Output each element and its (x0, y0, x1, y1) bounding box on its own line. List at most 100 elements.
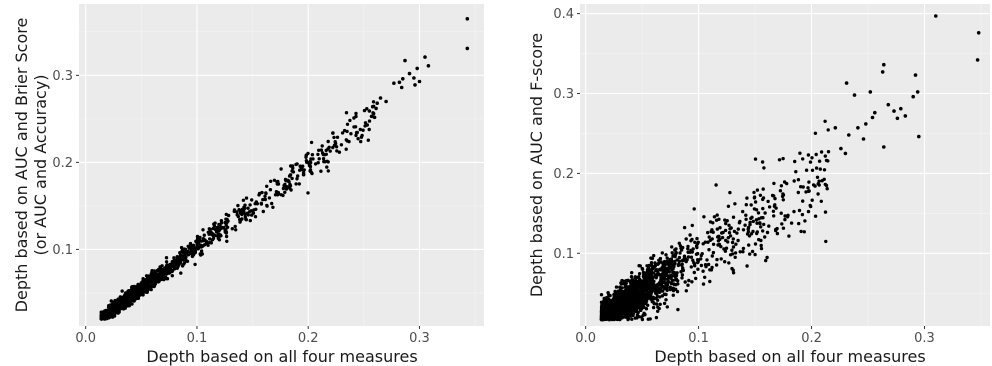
scatter-point (326, 169, 330, 173)
scatter-point (647, 263, 651, 268)
scatter-point (164, 256, 169, 260)
scatter-point (676, 307, 680, 312)
scatter-point (624, 302, 628, 306)
scatter-point (649, 272, 653, 276)
scatter-point (708, 238, 713, 242)
scatter-point (736, 227, 740, 231)
scatter-point (207, 227, 211, 231)
scatter-point (670, 251, 674, 255)
scatter-point (263, 197, 267, 202)
scatter-point (814, 166, 819, 170)
scatter-point (253, 215, 258, 219)
scatter-point (780, 222, 784, 226)
scatter-point (680, 276, 684, 280)
scatter-point (610, 315, 614, 319)
scatter-point (265, 203, 269, 208)
scatter-point (868, 90, 873, 94)
scatter-point (392, 81, 396, 85)
scatter-point (723, 218, 727, 222)
scatter-point (692, 262, 697, 266)
scatter-point (751, 229, 755, 234)
scatter-point (369, 114, 374, 119)
scatter-point (651, 282, 655, 286)
scatter-point (759, 243, 763, 248)
scatter-point (833, 126, 838, 130)
scatter-point (915, 90, 920, 94)
scatter-point (374, 106, 378, 111)
scatter-point (669, 276, 673, 280)
scatter-point (658, 302, 662, 306)
scatter-point (181, 258, 186, 262)
scatter-point (616, 302, 620, 306)
scatter-point (652, 253, 656, 258)
scatter-point (653, 264, 657, 268)
scatter-point (272, 178, 277, 182)
scatter-point (196, 236, 200, 240)
scatter-point (618, 288, 622, 292)
scatter-point (619, 300, 624, 304)
scatter-point (290, 176, 294, 181)
scatter-point (125, 296, 129, 300)
scatter-point (723, 260, 727, 264)
scatter-point (654, 268, 658, 273)
scatter-point (727, 231, 732, 235)
scatter-point (149, 285, 153, 289)
scatter-point (671, 293, 675, 297)
scatter-point (659, 278, 663, 282)
scatter-point (173, 267, 177, 271)
scatter-point (772, 181, 776, 186)
scatter-point (711, 242, 716, 246)
scatter-point (759, 225, 763, 229)
scatter-point (365, 107, 369, 111)
scatter-point (211, 232, 215, 236)
scatter-point (746, 225, 751, 230)
y-ticks-left: 0.1 0.2 0.3 (52, 69, 79, 258)
scatter-point (668, 287, 673, 292)
scatter-point (344, 147, 348, 151)
scatter-point (676, 282, 680, 286)
scatter-point (606, 291, 610, 295)
scatter-point (107, 313, 112, 318)
scatter-point (612, 309, 617, 314)
scatter-point (631, 302, 635, 306)
scatter-point (271, 205, 275, 209)
scatter-point (706, 240, 710, 244)
scatter-point (692, 270, 696, 275)
scatter-point (699, 263, 704, 268)
scatter-point (807, 180, 811, 184)
scatter-point (664, 253, 668, 257)
scatter-point (806, 186, 810, 190)
scatter-point (173, 260, 178, 264)
scatter-point (658, 288, 663, 293)
scatter-point (465, 46, 470, 51)
scatter-point (238, 217, 242, 222)
scatter-point (687, 278, 691, 283)
scatter-point (818, 167, 822, 171)
scatter-point (600, 311, 604, 315)
scatter-point (753, 200, 758, 204)
scatter-point (375, 101, 380, 105)
scatter-point (731, 245, 736, 249)
scatter-point (722, 247, 726, 251)
scatter-point (668, 285, 672, 289)
scatter-point (308, 163, 312, 167)
scatter-point (224, 223, 228, 227)
scatter-point (800, 212, 805, 217)
scatter-point (172, 256, 176, 260)
scatter-point (826, 128, 830, 132)
scatter-point (804, 168, 809, 172)
scatter-point (761, 216, 765, 220)
scatter-point (608, 309, 612, 313)
scatter-point (353, 125, 358, 129)
scatter-point (710, 254, 714, 258)
scatter-point (882, 145, 886, 149)
scatter-point (663, 266, 667, 271)
scatter-point (342, 128, 347, 133)
scatter-point (823, 210, 828, 214)
scatter-point (777, 158, 782, 162)
scatter-point (165, 268, 169, 272)
scatter-point (283, 177, 288, 182)
scatter-point (208, 237, 212, 241)
scatter-point (623, 315, 628, 319)
scatter-point (686, 244, 690, 249)
